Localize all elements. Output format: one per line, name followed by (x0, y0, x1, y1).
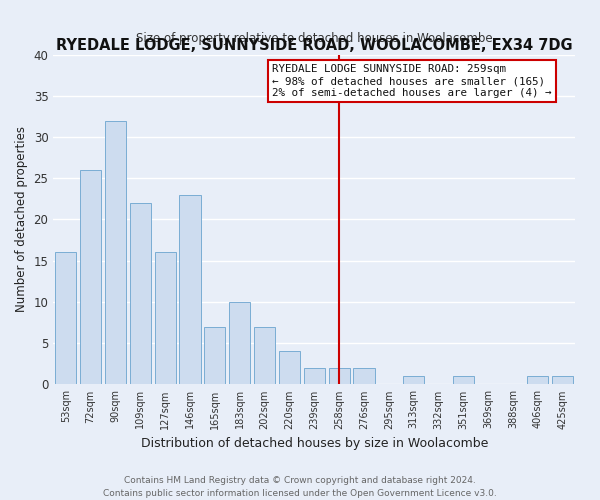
Title: RYEDALE LODGE, SUNNYSIDE ROAD, WOOLACOMBE, EX34 7DG: RYEDALE LODGE, SUNNYSIDE ROAD, WOOLACOMB… (56, 38, 572, 54)
Bar (155, 252, 176, 384)
Bar (55, 252, 76, 384)
Y-axis label: Number of detached properties: Number of detached properties (15, 126, 28, 312)
Bar (254, 326, 275, 384)
Text: Contains HM Land Registry data © Crown copyright and database right 2024.
Contai: Contains HM Land Registry data © Crown c… (103, 476, 497, 498)
Bar (80, 170, 101, 384)
Bar (179, 194, 200, 384)
Bar (130, 203, 151, 384)
Text: Size of property relative to detached houses in Woolacombe: Size of property relative to detached ho… (136, 32, 493, 44)
Bar (453, 376, 474, 384)
Bar (353, 368, 374, 384)
Text: RYEDALE LODGE SUNNYSIDE ROAD: 259sqm
← 98% of detached houses are smaller (165)
: RYEDALE LODGE SUNNYSIDE ROAD: 259sqm ← 9… (272, 64, 552, 98)
Bar (229, 302, 250, 384)
Bar (527, 376, 548, 384)
Bar (552, 376, 574, 384)
Bar (204, 326, 226, 384)
Bar (279, 352, 300, 384)
Bar (304, 368, 325, 384)
X-axis label: Distribution of detached houses by size in Woolacombe: Distribution of detached houses by size … (140, 437, 488, 450)
Bar (403, 376, 424, 384)
Bar (329, 368, 350, 384)
Bar (105, 120, 126, 384)
